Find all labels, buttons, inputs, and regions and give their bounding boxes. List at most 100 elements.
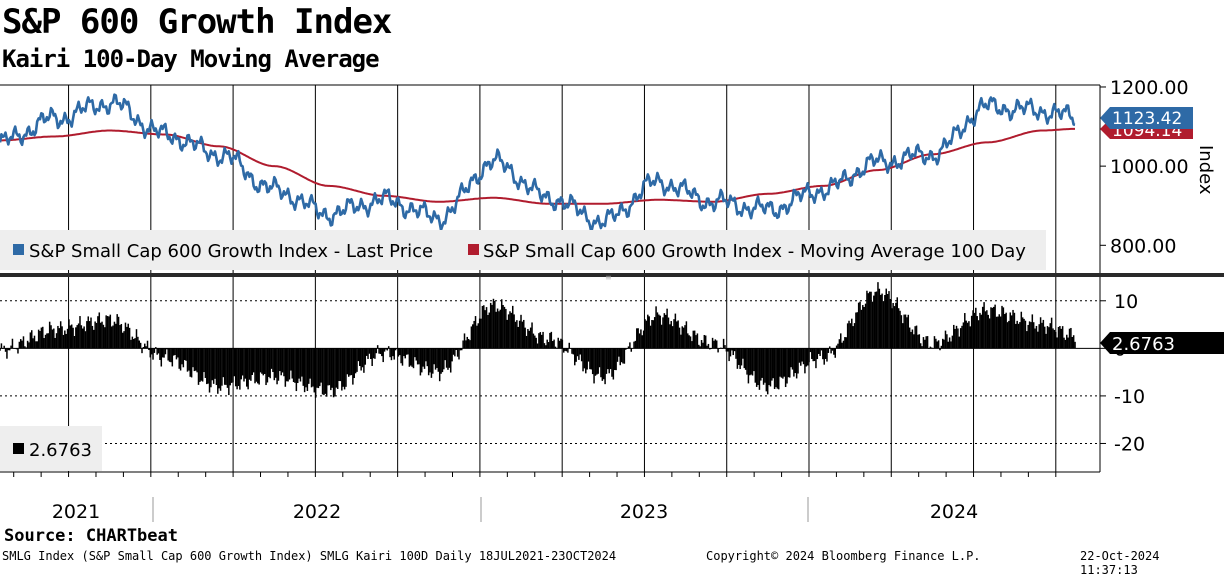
kairi-bar [857,302,860,349]
kairi-bar [72,327,74,349]
kairi-bar [917,334,919,349]
upper-legend-box [0,230,1046,270]
kairi-bar [518,320,521,349]
kairi-bar [691,341,693,349]
kairi-bar [895,302,897,349]
kairi-bar [616,348,619,362]
kairi-bar [26,340,29,349]
kairi-bar [168,348,171,362]
kairi-bar [605,348,608,374]
kairi-bar [925,336,927,349]
kairi-bar [633,341,635,349]
kairi-bar [670,321,672,349]
series-line-moving-average [0,127,1075,205]
kairi-bar [434,348,437,370]
kairi-bar [46,333,48,349]
kairi-bar [589,348,591,370]
kairi-bar [831,348,834,351]
kairi-bar [309,348,311,379]
kairi-bar [367,348,369,359]
kairi-bar [110,326,113,349]
kairi-bar [935,338,937,349]
kairi-bar [252,348,255,373]
kairi-bar [837,343,839,349]
kairi-bar [859,301,861,349]
kairi-bar [902,323,904,349]
kairi-bar [139,342,142,349]
kairi-bar [1066,334,1068,349]
kairi-bar [660,324,663,349]
kairi-bar [183,348,186,361]
kairi-bar [317,348,320,389]
kairi-bar [889,298,892,349]
footer-timestamp: 22-Oct-2024 11:37:13 [1080,549,1160,577]
kairi-bar [961,325,963,349]
kairi-bar [134,338,136,349]
kairi-bar [217,348,219,394]
kairi-bar [808,348,810,363]
kairi-bar [491,304,493,349]
kairi-bar [121,332,124,349]
kairi-bar [447,348,449,370]
kairi-bar [197,348,200,385]
kairi-bar [604,348,606,385]
kairi-bar [775,348,777,388]
kairi-bar [381,348,383,357]
kairi-bar [637,328,639,349]
kairi-bar [900,315,903,349]
kairi-bar [655,306,657,349]
kairi-bar [1037,331,1039,349]
kairi-bar [421,348,423,373]
kairi-bar [266,348,269,383]
kairi-bar [15,348,18,350]
kairi-bar [279,348,281,372]
kairi-bar [146,340,149,349]
kairi-bar [582,348,584,372]
kairi-bar [786,348,788,384]
kairi-bar [338,348,340,381]
kairi-bar [476,325,478,349]
kairi-bar [772,348,774,379]
kairi-bar [565,348,568,352]
panel-grip[interactable]: ≡ [605,273,612,282]
kairi-bar [465,340,467,349]
kairi-bar [543,343,546,349]
kairi-bar [800,348,802,366]
kairi-bar [13,348,15,349]
kairi-bar [104,327,106,349]
kairi-bar [507,314,510,349]
kairi-bar [62,334,65,349]
kairi-bar [569,348,572,349]
kairi-bar [487,314,489,349]
kairi-bar [700,340,703,349]
kairi-bar [827,348,830,353]
kairi-bar [58,328,61,349]
kairi-bar [735,348,737,359]
kairi-bar [28,342,30,349]
kairi-bar [1021,317,1024,349]
kairi-bar [636,328,638,349]
kairi-bar [728,348,730,362]
kairi-bar [717,348,719,353]
kairi-bar [258,348,260,385]
kairi-bar [1001,305,1003,349]
kairi-bar [784,348,787,388]
kairi-bar [484,310,486,349]
kairi-bar [841,342,843,349]
kairi-bar [538,333,540,349]
kairi-bar [550,331,553,349]
kairi-bar [361,348,364,368]
kairi-bar [378,348,380,354]
kairi-bar [739,348,741,370]
kairi-bar [578,348,580,360]
kairi-bar [731,348,733,351]
kairi-bar [958,336,961,349]
kairi-bar [964,313,966,349]
kairi-bar [30,330,33,349]
kairi-bar [1015,323,1017,349]
legend-swatch-ma [468,244,479,255]
kairi-bar [746,348,748,375]
legend-label-kairi: 2.6763 [29,440,92,461]
kairi-bar [950,341,952,349]
kairi-bar [248,348,251,380]
